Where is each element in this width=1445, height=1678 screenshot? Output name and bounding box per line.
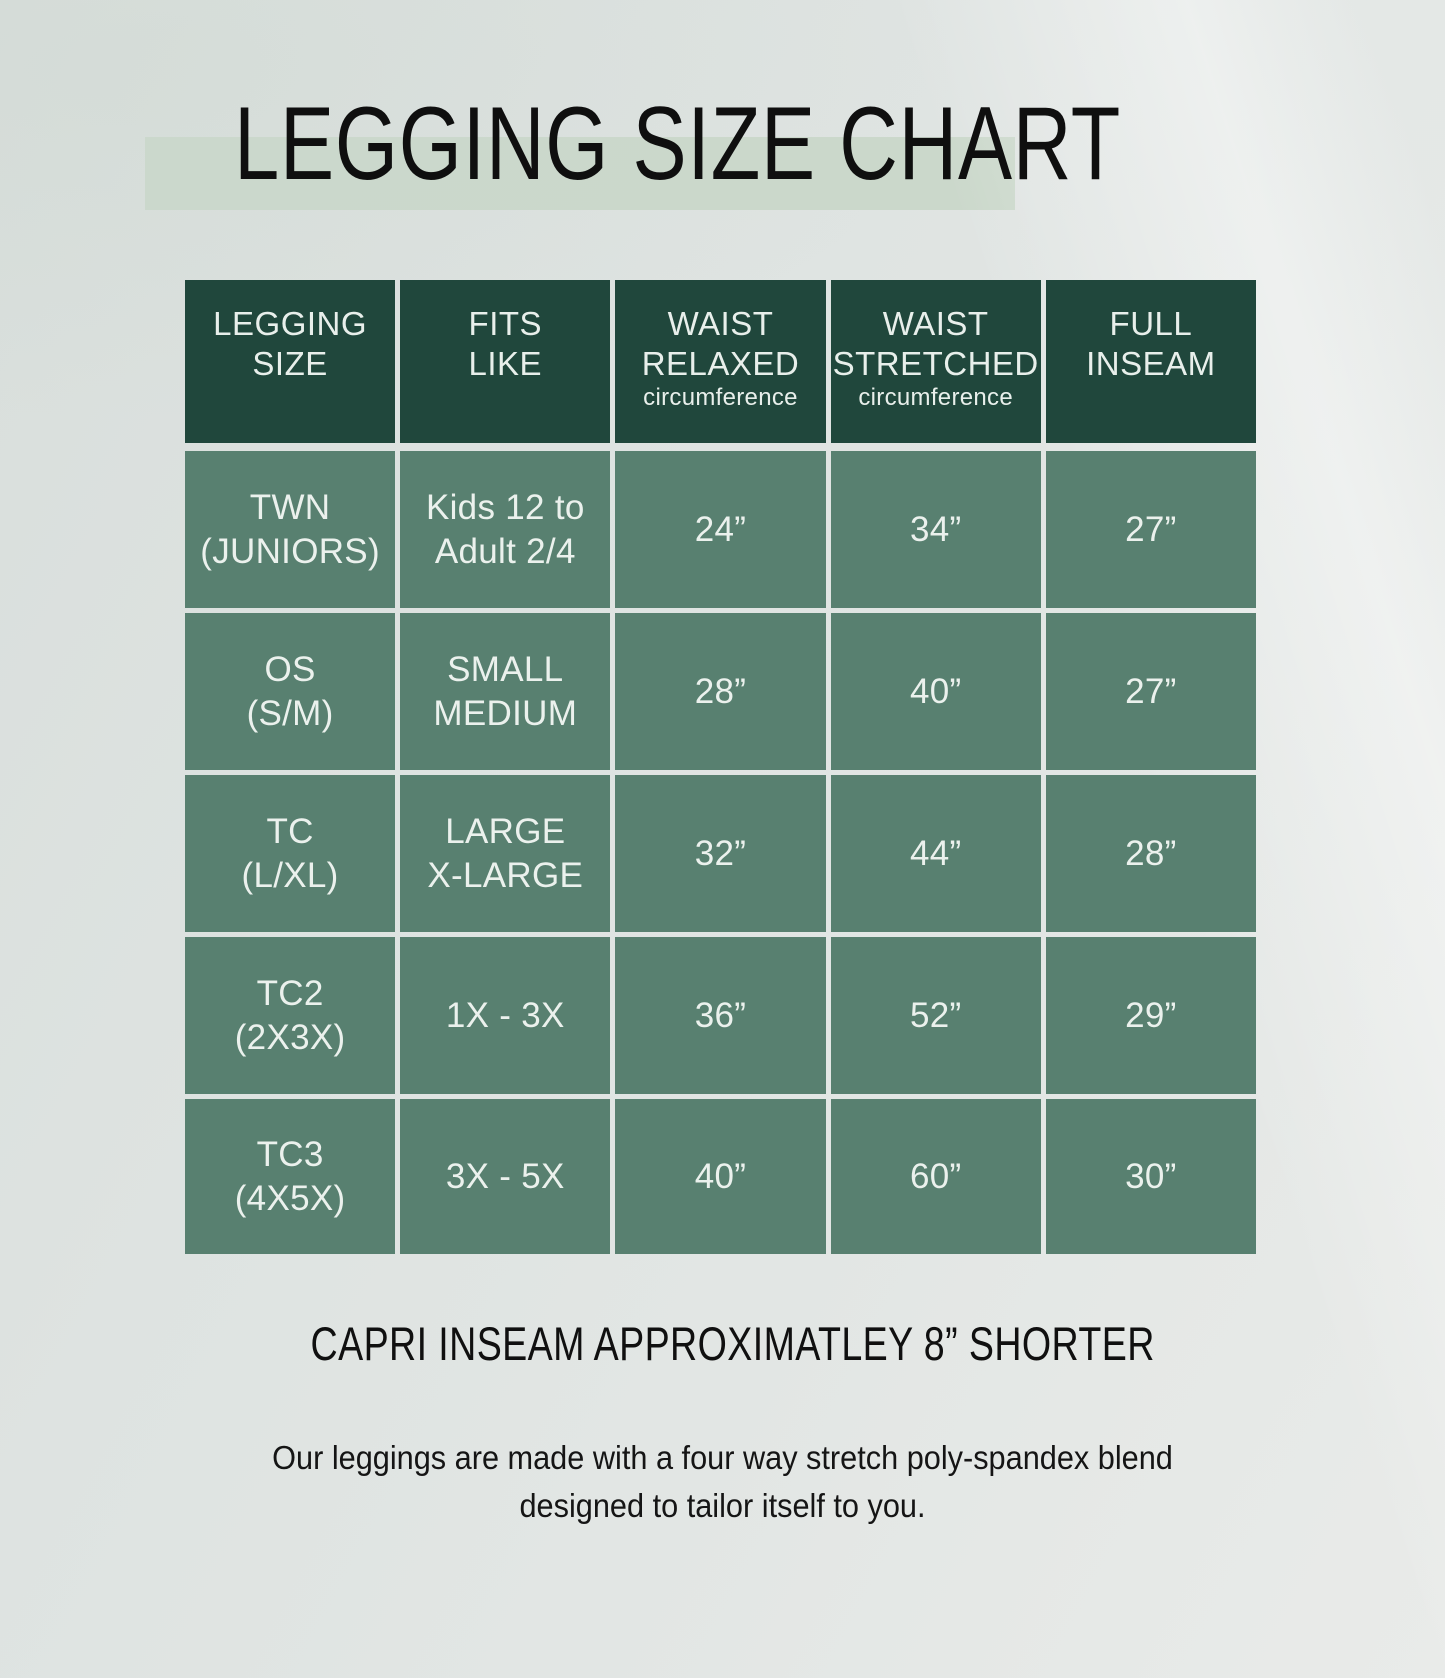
cell-line: X-LARGE — [427, 855, 584, 895]
cell-line: (L/XL) — [241, 855, 339, 895]
table-header-row: LEGGING SIZE FITS LIKE WAIST RELAXED cir… — [185, 280, 1256, 443]
cell-line: OS — [264, 649, 316, 689]
column-header-legging-size: LEGGING SIZE — [185, 280, 396, 443]
header-line: LIKE — [468, 345, 543, 382]
cell-waist-relaxed: 24” — [615, 451, 826, 608]
cell-fits-like: Kids 12 to Adult 2/4 — [400, 451, 611, 608]
cell-line: (JUNIORS) — [200, 531, 380, 571]
cell-fits-like: 1X - 3X — [400, 937, 611, 1094]
cell-line: TC3 — [256, 1134, 324, 1174]
cell-waist-stretched: 34” — [830, 451, 1041, 608]
column-header-fits-like: FITS LIKE — [400, 280, 611, 443]
column-header-waist-stretched: WAIST STRETCHED circumference — [830, 280, 1041, 443]
description-line: designed to tailor itself to you. — [519, 1487, 926, 1524]
cell-waist-stretched: 40” — [830, 613, 1041, 770]
page-title: LEGGING SIZE CHART — [0, 88, 1355, 200]
header-subline: circumference — [643, 384, 798, 411]
capri-inseam-note: CAPRI INSEAM APPROXIMATLEY 8” SHORTER — [10, 1316, 1445, 1372]
description-line: Our leggings are made with a four way st… — [272, 1439, 1173, 1476]
cell-line: MEDIUM — [433, 693, 578, 733]
cell-waist-relaxed: 32” — [615, 775, 826, 932]
cell-line: SMALL — [447, 649, 564, 689]
header-line: LEGGING — [213, 305, 368, 342]
cell-waist-relaxed: 40” — [615, 1099, 826, 1254]
column-header-waist-relaxed: WAIST RELAXED circumference — [615, 280, 826, 443]
page-title-text: LEGGING SIZE CHART — [233, 86, 1121, 202]
cell-line: Kids 12 to — [425, 487, 585, 527]
cell-line: (4X5X) — [234, 1178, 346, 1218]
cell-waist-relaxed: 28” — [615, 613, 826, 770]
cell-size: TC3 (4X5X) — [185, 1099, 396, 1254]
cell-full-inseam: 29” — [1045, 937, 1256, 1094]
header-line: WAIST — [667, 305, 774, 342]
size-chart-table: LEGGING SIZE FITS LIKE WAIST RELAXED cir… — [185, 280, 1256, 1254]
cell-line: LARGE — [445, 811, 566, 851]
cell-line: (S/M) — [246, 693, 334, 733]
header-line: RELAXED — [641, 345, 800, 382]
cell-waist-stretched: 44” — [830, 775, 1041, 932]
cell-line: TWN — [249, 487, 331, 527]
cell-line: 1X - 3X — [445, 995, 565, 1035]
cell-full-inseam: 28” — [1045, 775, 1256, 932]
header-line: INSEAM — [1086, 345, 1216, 382]
cell-line: 3X - 5X — [445, 1156, 565, 1196]
cell-fits-like: 3X - 5X — [400, 1099, 611, 1254]
column-header-full-inseam: FULL INSEAM — [1045, 280, 1256, 443]
cell-size: TWN (JUNIORS) — [185, 451, 396, 608]
cell-waist-relaxed: 36” — [615, 937, 826, 1094]
header-subline: circumference — [858, 384, 1013, 411]
product-description: Our leggings are made with a four way st… — [0, 1434, 1445, 1530]
capri-inseam-note-text: CAPRI INSEAM APPROXIMATLEY 8” SHORTER — [310, 1317, 1155, 1370]
table-row-tc: TC (L/XL) LARGE X-LARGE 32” 44” 28” — [185, 775, 1256, 932]
cell-size: TC2 (2X3X) — [185, 937, 396, 1094]
table-row-os: OS (S/M) SMALL MEDIUM 28” 40” 27” — [185, 613, 1256, 770]
table-row-tc2: TC2 (2X3X) 1X - 3X 36” 52” 29” — [185, 937, 1256, 1094]
header-line: FITS — [468, 305, 543, 342]
cell-line: Adult 2/4 — [434, 531, 576, 571]
cell-full-inseam: 30” — [1045, 1099, 1256, 1254]
cell-line: (2X3X) — [234, 1017, 346, 1057]
header-line: STRETCHED — [832, 345, 1039, 382]
cell-fits-like: SMALL MEDIUM — [400, 613, 611, 770]
table-row-twn: TWN (JUNIORS) Kids 12 to Adult 2/4 24” 3… — [185, 451, 1256, 608]
title-highlight-band — [145, 137, 1015, 210]
cell-full-inseam: 27” — [1045, 613, 1256, 770]
cell-line: TC2 — [256, 973, 324, 1013]
cell-full-inseam: 27” — [1045, 451, 1256, 608]
header-line: WAIST — [882, 305, 989, 342]
cell-fits-like: LARGE X-LARGE — [400, 775, 611, 932]
header-line: FULL — [1109, 305, 1193, 342]
table-row-tc3: TC3 (4X5X) 3X - 5X 40” 60” 30” — [185, 1099, 1256, 1254]
cell-size: TC (L/XL) — [185, 775, 396, 932]
cell-size: OS (S/M) — [185, 613, 396, 770]
header-line: SIZE — [252, 345, 328, 382]
cell-line: TC — [266, 811, 314, 851]
cell-waist-stretched: 60” — [830, 1099, 1041, 1254]
cell-waist-stretched: 52” — [830, 937, 1041, 1094]
